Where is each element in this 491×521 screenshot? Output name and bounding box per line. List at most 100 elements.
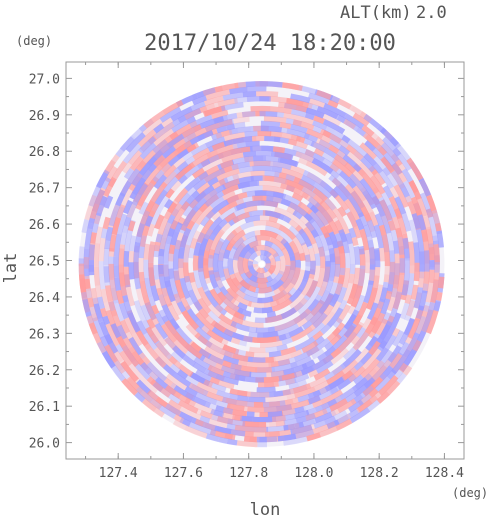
radar-cell [102, 216, 111, 230]
radar-cell [146, 389, 168, 408]
radar-cell [369, 258, 376, 270]
radar-cell [217, 200, 238, 216]
radar-cell [352, 313, 363, 326]
radar-cell [157, 217, 169, 235]
radar-cell [258, 381, 279, 388]
radar-cell [387, 345, 402, 363]
radar-cell [293, 301, 304, 312]
radar-cell [266, 311, 277, 318]
radar-cell [211, 109, 229, 120]
radar-cell [396, 372, 407, 384]
radar-cell [161, 222, 172, 239]
radar-cell [205, 433, 220, 442]
radar-cell [215, 199, 229, 211]
radar-cell [265, 210, 286, 221]
radar-cell [301, 359, 316, 370]
radar-cell [350, 105, 367, 119]
radar-cell [125, 284, 136, 307]
radar-cell [164, 280, 176, 303]
radar-cell [373, 312, 386, 329]
radar-cell [213, 114, 229, 124]
radar-cell [131, 350, 145, 366]
radar-cell [147, 347, 167, 368]
radar-cell [256, 150, 272, 157]
radar-cell [325, 277, 335, 292]
radar-cell [253, 306, 273, 314]
radar-cell [191, 167, 205, 179]
radar-cell [223, 298, 240, 313]
radar-cell [384, 258, 391, 267]
radar-cell [362, 189, 377, 210]
radar-cell [374, 249, 381, 261]
radar-cell [285, 173, 301, 184]
radar-cell [367, 399, 381, 412]
radar-cell [381, 235, 391, 259]
radar-cell [168, 405, 182, 417]
radar-cell [407, 317, 421, 340]
radar-cell [259, 254, 268, 261]
radar-cell [84, 228, 93, 250]
radar-cell [292, 383, 312, 394]
radar-cell [210, 144, 234, 157]
radar-cell [328, 174, 342, 187]
radar-cell [231, 126, 254, 135]
radar-cell [153, 129, 165, 140]
radar-cell [275, 296, 286, 306]
radar-cell [143, 332, 158, 351]
radar-cell [291, 423, 316, 435]
radar-cell [113, 302, 125, 322]
radar-cell [220, 159, 234, 169]
radar-cell [122, 295, 133, 314]
radar-cell [363, 377, 376, 389]
radar-cell [208, 236, 220, 256]
radar-cell [304, 149, 326, 163]
radar-cell [337, 413, 352, 425]
radar-cell [226, 173, 240, 183]
radar-cell [236, 369, 250, 377]
radar-cell [357, 201, 369, 216]
radar-cell [342, 154, 362, 173]
radar-cell [378, 375, 399, 396]
radar-cell [312, 187, 328, 202]
radar-cell [402, 365, 413, 376]
radar-cell [154, 340, 173, 360]
radar-cell [397, 333, 409, 348]
radar-cell [182, 262, 191, 283]
radar-cell [302, 226, 317, 245]
radar-cell [426, 309, 439, 335]
radar-cell [110, 287, 119, 304]
radar-cell [380, 298, 391, 315]
radar-cell [175, 120, 198, 136]
radar-cell [264, 256, 271, 264]
radar-cell [260, 229, 279, 239]
radar-cell [363, 224, 372, 238]
radar-cell [306, 432, 322, 442]
radar-cell [86, 315, 96, 330]
radar-cell [80, 291, 88, 300]
radar-cell [146, 361, 168, 382]
radar-cell [373, 301, 385, 319]
radar-cell [279, 137, 289, 144]
radar-cell [391, 162, 408, 183]
radar-cell [113, 194, 125, 212]
radar-cell [292, 429, 315, 440]
radar-cell [360, 393, 373, 404]
radar-cell [432, 235, 439, 245]
radar-cell [293, 176, 315, 192]
radar-cell [362, 199, 374, 214]
radar-cell [121, 378, 138, 396]
radar-cell [335, 373, 357, 391]
radar-cell [317, 285, 327, 297]
radar-cell [197, 286, 212, 307]
radar-cell [345, 162, 364, 182]
radar-cell [182, 244, 191, 264]
radar-cell [250, 125, 261, 132]
radar-cell [212, 252, 220, 273]
radar-cell [159, 228, 170, 250]
radar-cell [363, 152, 378, 167]
radar-cell [196, 129, 214, 142]
radar-cell [311, 242, 320, 255]
radar-cell [348, 273, 355, 284]
radar-cell [184, 386, 198, 397]
